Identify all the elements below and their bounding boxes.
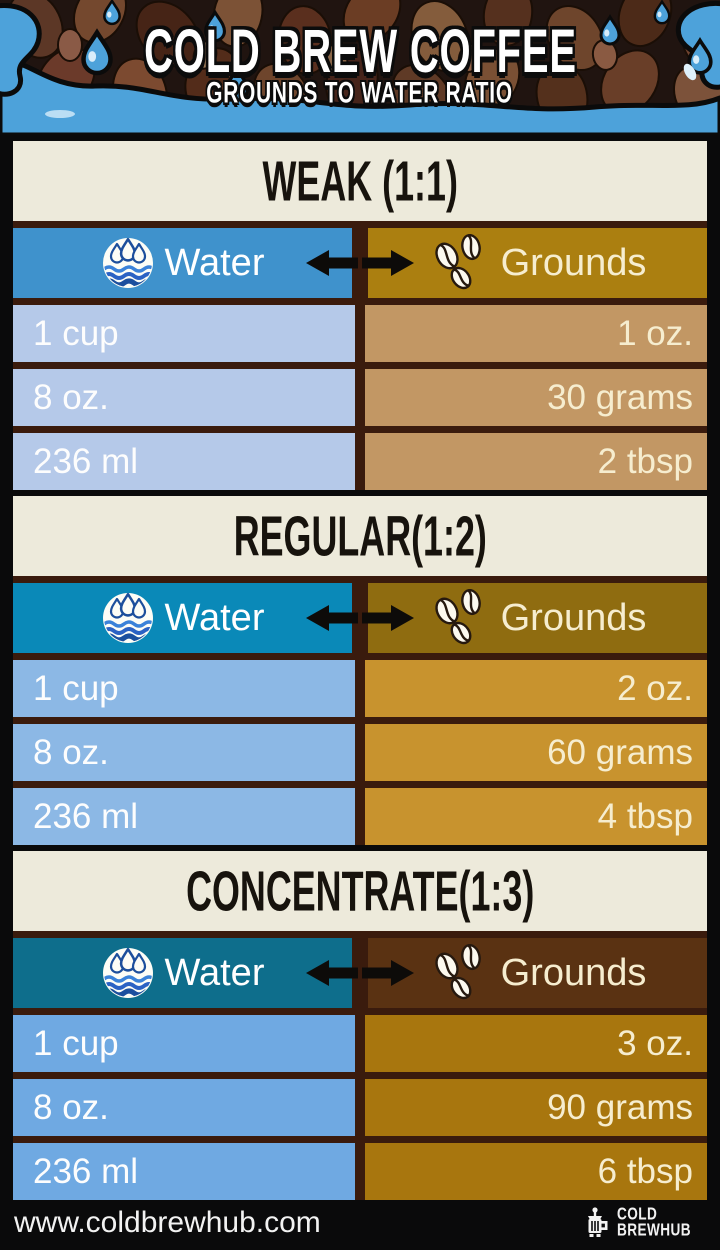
water-value-cell: 1 cup xyxy=(13,1015,355,1072)
grounds-value-cell: 4 tbsp xyxy=(365,788,707,845)
table-row: 1 cup 1 oz. xyxy=(13,305,707,362)
grounds-label: Grounds xyxy=(500,241,647,284)
table-row: 1 cup 3 oz. xyxy=(13,1015,707,1072)
table-row: 8 oz. 30 grams xyxy=(13,369,707,426)
column-divider xyxy=(355,938,365,1008)
column-header-row: Water Grounds xyxy=(13,938,707,1008)
table-row: 236 ml 4 tbsp xyxy=(13,788,707,845)
water-label: Water xyxy=(164,951,265,994)
coffee-beans-icon xyxy=(434,944,481,1000)
section-concentrate: CONCENTRATE(1:3) xyxy=(13,851,707,1200)
section-heading-bar: REGULAR(1:2) xyxy=(13,496,707,576)
section-heading-bar: WEAK (1:1) xyxy=(13,141,707,221)
grounds-column-header: Grounds xyxy=(365,938,707,1008)
section-weak: WEAK (1:1) xyxy=(13,141,707,490)
coffee-beans-icon xyxy=(434,234,481,290)
grounds-value-cell: 90 grams xyxy=(365,1079,707,1136)
water-value-cell: 236 ml xyxy=(13,1143,355,1200)
table-row: 236 ml 6 tbsp xyxy=(13,1143,707,1200)
table-row: 1 cup 2 oz. xyxy=(13,660,707,717)
water-column-header: Water xyxy=(13,228,355,298)
grounds-value-cell: 1 oz. xyxy=(365,305,707,362)
website-url[interactable]: www.coldbrewhub.com xyxy=(14,1206,321,1239)
column-divider xyxy=(355,583,365,653)
grounds-value-cell: 2 oz. xyxy=(365,660,707,717)
left-right-arrows-icon xyxy=(306,960,414,986)
coffee-beans-water-splash-artwork xyxy=(0,0,720,135)
water-value-cell: 8 oz. xyxy=(13,724,355,781)
left-right-arrows-icon xyxy=(306,605,414,631)
grounds-value-cell: 2 tbsp xyxy=(365,433,707,490)
water-label: Water xyxy=(164,241,265,284)
water-label: Water xyxy=(164,596,265,639)
table-row: 8 oz. 90 grams xyxy=(13,1079,707,1136)
water-value-cell: 236 ml xyxy=(13,788,355,845)
water-icon xyxy=(102,592,153,643)
water-value-cell: 1 cup xyxy=(13,660,355,717)
column-divider xyxy=(355,228,365,298)
water-value-cell: 8 oz. xyxy=(13,369,355,426)
water-value-cell: 1 cup xyxy=(13,305,355,362)
column-header-row: Water Grounds xyxy=(13,228,707,298)
grounds-column-header: Grounds xyxy=(365,228,707,298)
hero-header: COLD BREW COFFEE GROUNDS TO WATER RATIO xyxy=(0,0,720,135)
left-right-arrows-icon xyxy=(306,250,414,276)
brand-name: COLD BREWHUB xyxy=(616,1205,691,1240)
section-heading: WEAK (1:1) xyxy=(262,149,458,213)
grounds-value-cell: 30 grams xyxy=(365,369,707,426)
ratio-table: WEAK (1:1) xyxy=(0,141,720,1200)
table-row: 8 oz. 60 grams xyxy=(13,724,707,781)
water-value-cell: 8 oz. xyxy=(13,1079,355,1136)
grounds-label: Grounds xyxy=(500,951,647,994)
water-icon xyxy=(102,947,153,998)
water-value-cell: 236 ml xyxy=(13,433,355,490)
water-column-header: Water xyxy=(13,938,355,1008)
coffee-beans-icon xyxy=(434,589,481,645)
page-subtitle: GROUNDS TO WATER RATIO xyxy=(206,75,514,110)
section-heading: REGULAR(1:2) xyxy=(233,504,487,568)
french-press-icon xyxy=(587,1207,608,1237)
table-row: 236 ml 2 tbsp xyxy=(13,433,707,490)
water-icon xyxy=(102,237,153,288)
section-heading-bar: CONCENTRATE(1:3) xyxy=(13,851,707,931)
column-header-row: Water Grounds xyxy=(13,583,707,653)
grounds-value-cell: 60 grams xyxy=(365,724,707,781)
grounds-value-cell: 6 tbsp xyxy=(365,1143,707,1200)
water-column-header: Water xyxy=(13,583,355,653)
grounds-value-cell: 3 oz. xyxy=(365,1015,707,1072)
grounds-label: Grounds xyxy=(500,596,647,639)
section-regular: REGULAR(1:2) xyxy=(13,496,707,845)
page-title: COLD BREW COFFEE xyxy=(143,17,577,86)
brand-logo: COLD BREWHUB xyxy=(584,1205,704,1240)
section-heading: CONCENTRATE(1:3) xyxy=(185,859,535,923)
footer: www.coldbrewhub.com COLD BREWHUB xyxy=(0,1200,720,1250)
